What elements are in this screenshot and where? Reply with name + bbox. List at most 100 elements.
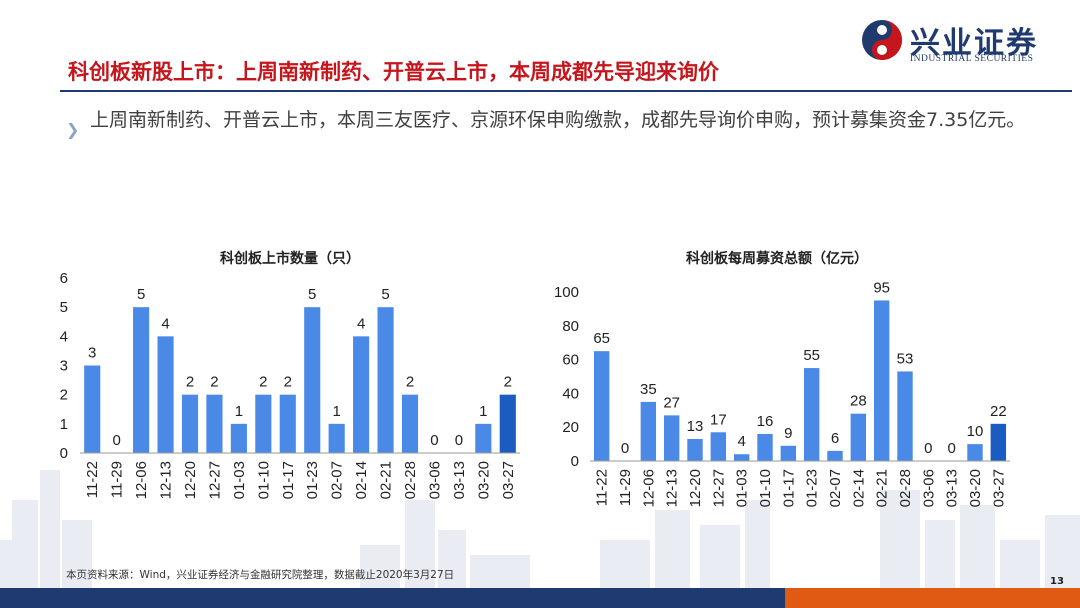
data-label: 6 (831, 430, 839, 447)
x-tick-label: 12-13 (158, 461, 175, 499)
data-label: 2 (284, 374, 292, 391)
y-tick-label: 0 (571, 453, 579, 470)
x-tick-label: 02-21 (874, 469, 891, 507)
y-tick-label: 4 (60, 328, 68, 345)
bar (593, 351, 610, 461)
bar (803, 368, 820, 461)
x-tick-label: 03-13 (944, 469, 961, 507)
y-tick-label: 1 (60, 416, 68, 433)
bar (850, 413, 867, 461)
x-tick-label: 02-07 (827, 469, 844, 507)
x-tick-label: 12-13 (664, 469, 681, 507)
x-tick-label: 03-13 (451, 461, 468, 499)
x-tick-label: 01-17 (280, 461, 297, 499)
chart-svg: 科创板每周募资总额（亿元）0204060801006511-22011-2935… (554, 250, 1010, 507)
x-tick-label: 01-10 (255, 461, 272, 499)
data-label: 5 (381, 286, 389, 303)
bar (687, 439, 703, 461)
data-label: 2 (186, 374, 194, 391)
bar (967, 444, 983, 461)
page-number: 13 (1050, 576, 1064, 587)
data-label: 1 (479, 403, 487, 420)
footer-bar (0, 588, 1080, 608)
data-label: 0 (621, 440, 629, 457)
x-tick-label: 03-06 (426, 461, 443, 499)
bar (181, 394, 199, 453)
data-label: 55 (803, 347, 820, 364)
title-divider (60, 90, 1072, 92)
data-label: 1 (235, 403, 243, 420)
bar (279, 394, 296, 453)
y-tick-label: 40 (562, 385, 579, 402)
data-label: 0 (947, 440, 955, 457)
x-tick-label: 01-23 (804, 469, 821, 507)
x-tick-label: 03-06 (920, 469, 937, 507)
data-label: 13 (687, 418, 704, 435)
data-label: 28 (850, 393, 867, 410)
x-tick-label: 12-20 (687, 469, 704, 507)
y-tick-label: 0 (60, 445, 68, 462)
data-label: 16 (757, 413, 774, 430)
chart-title: 科创板上市数量（只） (220, 250, 360, 267)
x-tick-label: 12-27 (710, 469, 727, 507)
x-tick-label: 11-29 (109, 461, 126, 498)
data-label: 53 (897, 350, 914, 367)
bar (780, 445, 797, 461)
x-tick-label: 02-28 (402, 461, 419, 499)
bar (733, 454, 750, 461)
data-label: 2 (210, 374, 218, 391)
x-tick-label: 02-07 (329, 461, 346, 499)
brand-logo: 兴业证券 INDUSTRIAL SECURITIES (858, 16, 1068, 66)
y-tick-label: 20 (562, 419, 579, 436)
x-tick-label: 03-27 (500, 461, 517, 499)
bar (710, 432, 727, 461)
data-label: 2 (259, 374, 267, 391)
bar (230, 423, 247, 453)
data-label: 2 (504, 374, 512, 391)
logo-name: 兴业证券 (910, 26, 1038, 61)
data-label: 0 (430, 432, 438, 449)
x-tick-label: 12-27 (206, 461, 223, 499)
data-label: 17 (710, 411, 727, 428)
x-tick-label: 11-22 (84, 461, 101, 498)
x-tick-label: 01-03 (231, 461, 248, 499)
bar (304, 307, 321, 453)
y-tick-label: 2 (60, 387, 68, 404)
y-tick-label: 6 (60, 270, 68, 287)
bullet-text: 上周南新制药、开普云上市，本周三友医疗、京源环保申购缴款，成都先导询价申购，预计… (90, 109, 1026, 131)
bar (990, 423, 1007, 461)
x-tick-label: 03-20 (475, 461, 492, 499)
data-label: 35 (640, 381, 657, 398)
x-tick-label: 01-03 (734, 469, 751, 507)
logo-mark-icon (862, 20, 902, 60)
x-tick-label: 12-06 (640, 469, 657, 507)
bar (353, 336, 370, 453)
bar (401, 394, 419, 453)
chart-fundraising-total: 科创板每周募资总额（亿元） 0 20 40 60 80 100 65 11-22 0 11-29 35… (545, 240, 1020, 530)
x-tick-label: 03-27 (990, 469, 1007, 507)
chart-title: 科创板每周募资总额（亿元） (686, 250, 868, 267)
data-label: 95 (873, 279, 890, 296)
data-label: 9 (784, 425, 792, 442)
x-tick-label: 02-28 (897, 469, 914, 507)
data-label: 22 (990, 403, 1007, 420)
bar (328, 423, 345, 453)
bar (84, 365, 101, 453)
chart-listing-count: 科创板上市数量（只） 0 1 2 3 4 5 6 3 11-22 0 11-29 5 12-06 4 12-1… (50, 240, 530, 530)
data-label: 5 (137, 286, 145, 303)
x-tick-label: 02-14 (850, 469, 867, 507)
y-tick-label: 100 (554, 284, 579, 301)
source-note: 本页资料来源：Wind，兴业证券经济与金融研究院整理，数据截止2020年3月27… (66, 569, 455, 581)
slide-title: 科创板新股上市：上周南新制药、开普云上市，本周成都先导迎来询价 (68, 60, 719, 84)
y-tick-label: 60 (562, 352, 579, 369)
data-label: 2 (406, 374, 414, 391)
data-label: 3 (88, 345, 96, 362)
bullet-arrow-icon: ❯ (66, 120, 80, 139)
bar (157, 336, 174, 453)
bullet-point: ❯ 上周南新制药、开普云上市，本周三友医疗、京源环保申购缴款，成都先导询价申购，… (66, 104, 1026, 139)
x-tick-label: 12-20 (182, 461, 199, 499)
bar (827, 450, 843, 461)
data-label: 1 (332, 403, 340, 420)
data-label: 27 (663, 394, 680, 411)
